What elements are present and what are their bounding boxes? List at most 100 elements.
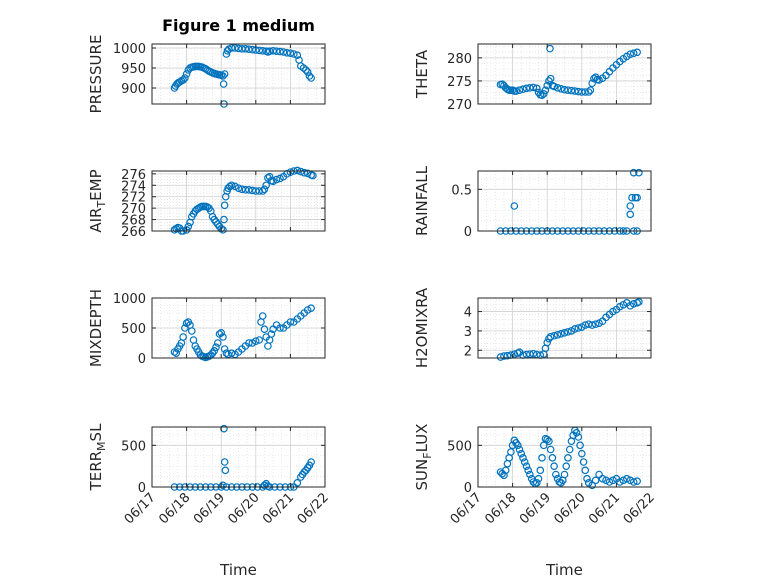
data-point	[290, 50, 298, 58]
data-point	[213, 339, 222, 347]
data-point	[633, 48, 641, 57]
data-point	[588, 79, 596, 88]
y-tick-label: 2	[464, 344, 472, 359]
y-axis-label-tail: SL	[87, 423, 105, 442]
x-tick-label: 06/18	[482, 490, 519, 527]
data-point	[272, 47, 281, 56]
data-point	[500, 471, 508, 480]
data-point	[286, 318, 295, 326]
data-point	[307, 74, 315, 82]
data-point	[560, 85, 569, 94]
data-point	[267, 330, 276, 338]
y-tick-label: 276	[121, 168, 146, 183]
data-point	[219, 72, 227, 80]
data-point	[550, 331, 558, 340]
data-point	[548, 454, 557, 462]
data-point	[524, 466, 532, 475]
y-axis-label-main: AIR	[87, 208, 105, 233]
data-point	[576, 441, 584, 450]
data-point	[283, 48, 291, 57]
data-point	[533, 84, 541, 93]
data-point	[255, 336, 264, 344]
y-axis-label: MIXDEPTH	[87, 289, 105, 367]
y-axis-label: AIRTEMP	[87, 169, 108, 232]
data-point	[584, 88, 593, 96]
y-axis-label: H2OMIXRA	[413, 287, 431, 368]
x-tick-label: 06/22	[295, 490, 332, 527]
data-point	[635, 298, 643, 306]
data-point	[255, 187, 264, 195]
data-point	[227, 349, 236, 358]
y-axis-label-main: MIXDEPTH	[87, 289, 105, 367]
data-point	[633, 193, 641, 202]
y-axis-label-subscript: F	[421, 452, 434, 458]
data-point	[182, 70, 191, 78]
y-tick-label: 272	[121, 191, 146, 206]
data-point	[626, 202, 635, 210]
y-axis-label-tail: LUX	[413, 424, 431, 453]
data-point	[248, 45, 257, 54]
y-tick-label: 0	[464, 225, 472, 240]
y-tick-label: 0	[138, 352, 146, 367]
x-tick-label: 06/18	[156, 490, 193, 527]
axes-box	[151, 170, 326, 232]
data-point	[220, 70, 229, 78]
data-point	[581, 88, 590, 96]
y-axis-label-main: RAINFALL	[413, 165, 431, 236]
subplot-5: 0 500 1000 MIXDEPTH	[87, 289, 326, 367]
data-point	[279, 48, 288, 56]
data-point	[309, 171, 317, 180]
data-point	[545, 437, 553, 445]
data-point	[536, 466, 545, 475]
data-point	[522, 462, 531, 470]
data-point	[588, 481, 596, 490]
subplot-2: 270 275 280 THETA	[413, 43, 652, 113]
data-point	[577, 449, 586, 458]
data-point	[520, 458, 529, 466]
data-point	[553, 84, 562, 92]
data-point	[574, 433, 583, 441]
x-tick-label: 06/20	[226, 490, 263, 527]
y-tick-label: 270	[121, 202, 146, 217]
data-point	[181, 74, 189, 82]
data-point	[557, 84, 565, 93]
data-point	[583, 474, 591, 483]
data-point	[562, 462, 571, 470]
data-point	[522, 84, 531, 93]
data-point	[293, 479, 302, 487]
data-point	[515, 86, 524, 94]
data-point	[588, 321, 596, 329]
y-tick-label: 500	[121, 322, 146, 337]
data-point	[550, 462, 558, 470]
data-point	[307, 304, 315, 313]
data-point	[227, 181, 236, 190]
chart-title: Figure 1 medium	[162, 16, 315, 35]
data-point	[560, 329, 569, 337]
data-point	[187, 327, 196, 335]
data-point	[255, 46, 264, 55]
data-point	[529, 478, 538, 486]
data-point	[543, 81, 552, 90]
data-point	[507, 448, 515, 456]
y-tick-label: 500	[121, 439, 146, 454]
data-point	[234, 184, 243, 192]
y-tick-label: 3	[464, 325, 472, 340]
y-tick-label: 0	[464, 481, 472, 496]
subplot-8: 0500SUNFLUX06/1706/1806/1906/2006/2106/2…	[413, 424, 658, 579]
data-point	[219, 80, 228, 88]
y-axis-label-main: H2OMIXRA	[413, 287, 431, 368]
data-point	[302, 66, 310, 74]
subplot-1: 900 950 1000 PRESSURE Figure 1 medium	[87, 16, 326, 113]
y-tick-label: 4	[464, 306, 472, 321]
y-axis-label-subscript: T	[95, 201, 108, 209]
data-point	[260, 325, 269, 334]
data-point	[579, 458, 588, 466]
data-point	[564, 454, 572, 462]
x-axis-label: Time	[219, 561, 257, 579]
axes-box	[477, 43, 652, 105]
data-point	[629, 168, 638, 177]
data-point	[226, 182, 234, 191]
data-point	[220, 201, 229, 210]
x-tick-label: 06/20	[552, 490, 589, 527]
data-point	[546, 445, 555, 454]
